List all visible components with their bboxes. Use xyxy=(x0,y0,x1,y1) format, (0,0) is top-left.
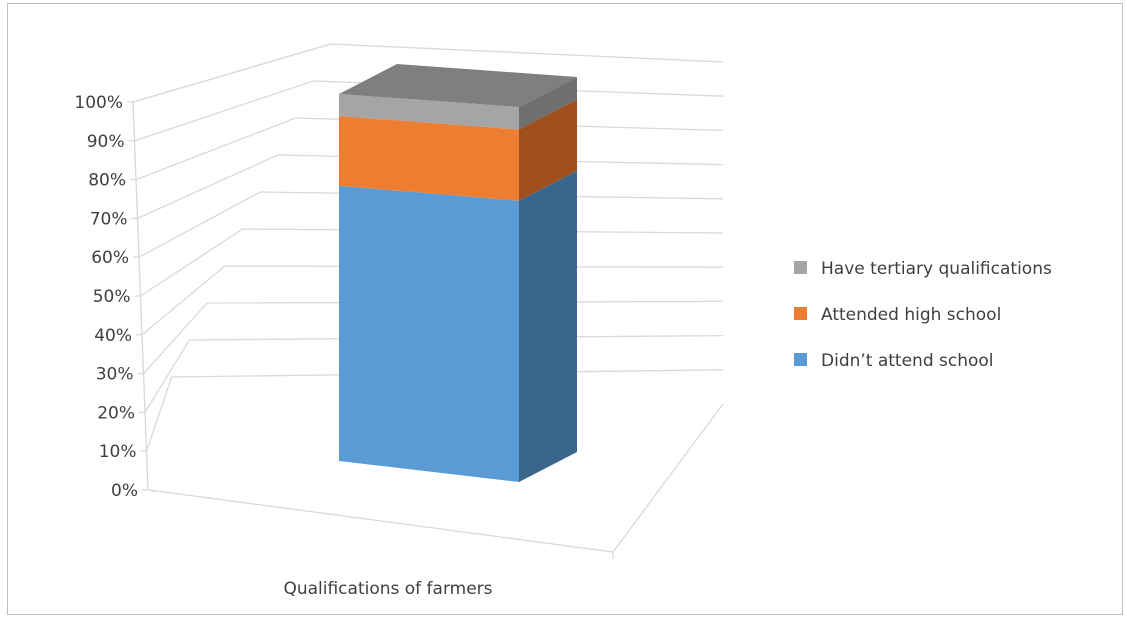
bar-segment-side xyxy=(519,77,577,130)
legend-swatch xyxy=(794,307,807,320)
legend-swatch xyxy=(794,261,807,274)
y-tick-label: 20% xyxy=(97,403,135,423)
back-wall-top-edge xyxy=(132,43,332,103)
y-tick-label: 100% xyxy=(74,93,123,113)
chart-svg: 0% 10% 20% 30% 40% 50% 60% 70% 80% 90% 100% Qualif… xyxy=(74,43,1052,599)
bar-stack xyxy=(339,64,577,482)
legend-entry-label: Attended high school xyxy=(821,305,1001,325)
y-tick-label: 60% xyxy=(91,248,129,268)
y-tick-label: 30% xyxy=(96,365,134,385)
bar-segment-side xyxy=(519,99,577,201)
legend-entry-label: Didn’t attend school xyxy=(821,351,994,371)
gridline xyxy=(135,117,724,181)
y-tick-label: 70% xyxy=(90,209,128,229)
gridline xyxy=(134,80,724,142)
bar-segment-top xyxy=(339,64,577,107)
legend-entry-label: Have tertiary qualifications xyxy=(821,259,1052,279)
x-axis: Qualifications of farmers xyxy=(283,579,492,599)
bar-segment-side xyxy=(519,170,577,482)
legend-swatch xyxy=(794,353,807,366)
y-tick-label: 80% xyxy=(88,171,126,191)
bar-segment-front xyxy=(339,185,519,482)
x-axis-tick-mark-left xyxy=(148,489,157,493)
y-axis-ticks: 0% 10% 20% 30% 40% 50% 60% 70% 80% 90% 100% xyxy=(74,93,148,501)
y-tick-label: 0% xyxy=(111,481,138,501)
legend: Have tertiary qualifications Attended hig… xyxy=(794,259,1052,371)
y-tick-label: 50% xyxy=(93,287,131,307)
bar-segment-front xyxy=(339,116,519,201)
y-tick-label: 90% xyxy=(87,132,125,152)
y-tick-label: 40% xyxy=(94,326,132,346)
y-tick-label: 10% xyxy=(99,442,137,462)
chart-area: 0% 10% 20% 30% 40% 50% 60% 70% 80% 90% 100% Qualif… xyxy=(7,3,1123,615)
bar-segment-front xyxy=(339,94,519,130)
x-category-label: Qualifications of farmers xyxy=(283,579,492,599)
